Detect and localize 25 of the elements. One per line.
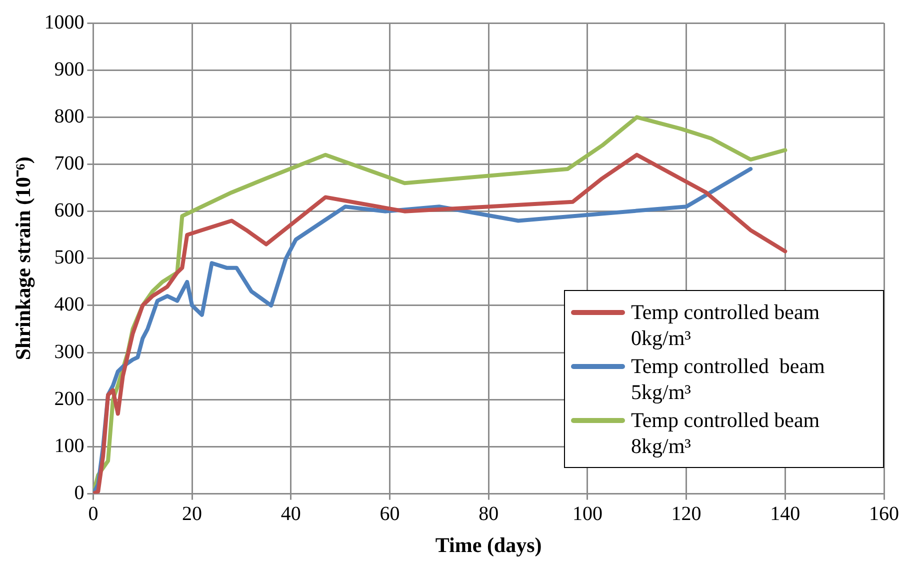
y-tick-label: 1000 — [44, 11, 84, 34]
legend-label: Temp controlled beam 8kg/m³ — [631, 407, 821, 459]
x-tick-label: 40 — [280, 503, 301, 526]
x-tick-label: 160 — [869, 503, 899, 526]
legend-label: Temp controlled beam 0kg/m³ — [631, 299, 821, 351]
y-tick-label: 800 — [54, 105, 84, 128]
x-axis-title: Time (days) — [435, 532, 542, 557]
x-tick-label: 0 — [88, 503, 98, 526]
y-tick-label: 700 — [54, 152, 84, 174]
y-tick-label: 200 — [54, 388, 84, 410]
y-axis-title: Shrinkage strain (10⁻⁶) — [11, 156, 36, 360]
y-tick-label: 400 — [54, 294, 84, 316]
x-tick-label: 120 — [671, 503, 702, 526]
y-tick-label: 500 — [54, 246, 84, 269]
x-tick-label: 100 — [572, 503, 602, 526]
y-tick-label: 900 — [54, 58, 84, 80]
y-tick-label: 100 — [54, 434, 84, 457]
x-tick-label: 140 — [770, 503, 800, 526]
x-tick-label: 80 — [478, 503, 499, 526]
legend-label: Temp controlled beam 5kg/m³ — [631, 353, 826, 405]
y-tick-label: 300 — [54, 340, 84, 363]
y-tick-label: 600 — [54, 200, 84, 222]
y-tick-label: 0 — [74, 482, 84, 504]
x-tick-label: 20 — [182, 503, 202, 526]
x-tick-label: 60 — [380, 503, 400, 526]
